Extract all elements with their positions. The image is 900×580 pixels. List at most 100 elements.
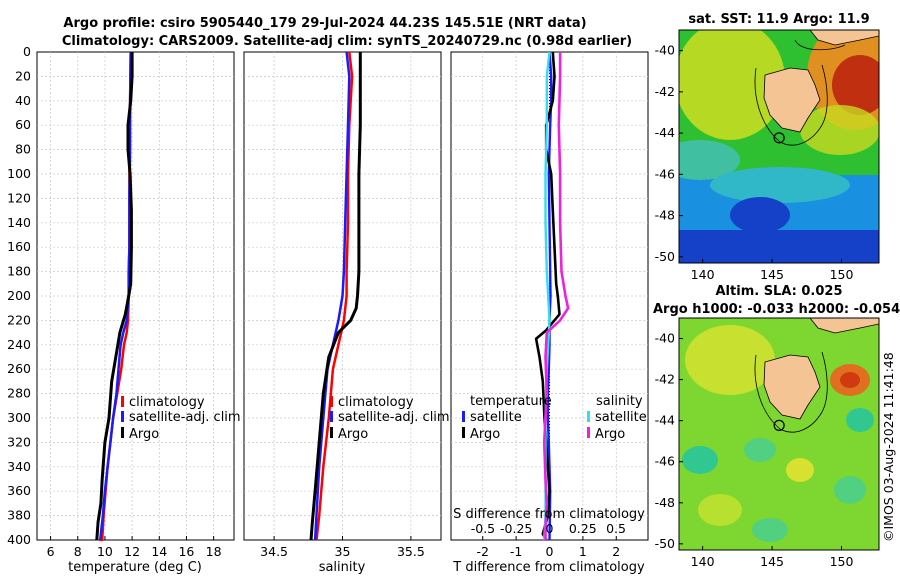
legend-label-satellite: satellite-adj. clim	[338, 410, 450, 425]
x-tick-label: 14	[151, 544, 167, 559]
salinity-tick-labels: 34.5 35 35.5	[260, 544, 425, 559]
legend-title-temperature: temperature	[470, 394, 552, 409]
tasmania-land	[763, 67, 821, 133]
argo-position-marker	[773, 419, 785, 431]
depth-tick-label: 360	[7, 483, 31, 498]
sla-map-frame	[678, 317, 880, 551]
lat-tick-label: -44	[655, 413, 675, 428]
sst-lat-tick-labels: -40 -42 -44 -46 -48 -50	[655, 43, 683, 264]
depth-tick-label: 100	[7, 166, 31, 181]
lon-tick-label: 150	[830, 267, 854, 282]
legend-swatch-satellite	[330, 411, 333, 422]
series-line-argo	[309, 52, 362, 541]
sla-map-panel: Altim. SLA: 0.025 Argo h1000: -0.033 h20…	[653, 284, 900, 569]
x-tick-label: 10	[97, 544, 113, 559]
x-tick-label: 0	[546, 544, 554, 559]
sla-bathymetry-contour	[754, 351, 828, 433]
legend-swatch-climatology	[121, 396, 124, 407]
lat-tick-label: -48	[655, 208, 675, 223]
lat-tick-label: -42	[655, 372, 675, 387]
sst-map-title: sat. SST: 11.9 Argo: 11.9	[688, 12, 869, 27]
sla-map-title-line2: Argo h1000: -0.033 h2000: -0.054	[653, 302, 900, 317]
legend-swatch-s-argo	[587, 427, 590, 438]
depth-tick-label: 240	[7, 337, 31, 352]
depth-tick-label: 140	[7, 215, 31, 230]
sst-map-panel: sat. SST: 11.9 Argo: 11.9 -40-42-44-46-4…	[655, 12, 880, 282]
difference-panel: -2 -1 0 1 2 temperature satellite Argo salin…	[450, 51, 649, 575]
salinity-legend: climatology satellite-adj. clim Argo	[330, 395, 450, 442]
lat-tick-label: -50	[655, 249, 675, 264]
x-tick-label: -1	[510, 544, 522, 559]
difference-legend: temperature satellite Argo salinity sate…	[462, 394, 647, 442]
depth-tick-label: 260	[7, 361, 31, 376]
sla-high-3	[698, 494, 742, 526]
depth-tick-label: 280	[7, 386, 31, 401]
sla-low-5	[752, 518, 788, 542]
lat-tick-label: -42	[655, 84, 675, 99]
sst-map-frame	[678, 29, 880, 264]
sst-yellow-band	[800, 105, 879, 155]
depth-tick-label: 300	[7, 410, 31, 425]
title-line2: Climatology: CARS2009. Satellite-adj cli…	[62, 34, 632, 49]
legend-label-climatology: climatology	[129, 395, 205, 410]
lat-tick-label: -48	[655, 495, 675, 510]
x-tick-label: 35.5	[397, 544, 425, 559]
mainland-land	[809, 318, 879, 334]
sla-low-4	[834, 476, 866, 504]
difference-grid	[451, 52, 648, 540]
depth-tick-label: 20	[15, 68, 31, 83]
title-line1: Argo profile: csiro 5905440_179 29-Jul-2…	[63, 16, 586, 31]
salinity-panel: 34.5 35 35.5 climatology satellite-adj. cl…	[243, 51, 450, 575]
legend-title-salinity: salinity	[596, 394, 643, 409]
temperature-tick-labels: 6 8 10 12 14 16 18	[47, 544, 222, 559]
s-difference-tick-label: 0.25	[569, 521, 597, 536]
sla-lon-tick-labels: 140 145 150	[691, 546, 853, 569]
t-difference-xlabel: T difference from climatology	[452, 560, 645, 575]
series-line-argo	[95, 52, 134, 541]
legend-label-argo: Argo	[338, 427, 368, 442]
depth-tick-label: 340	[7, 459, 31, 474]
legend-swatch-t-satellite	[462, 411, 465, 422]
lat-tick-label: -40	[655, 43, 675, 58]
x-tick-label: 8	[74, 544, 82, 559]
sst-cyan-patch	[679, 140, 740, 180]
sst-bathymetry-strait	[794, 39, 846, 51]
lon-tick-label: 145	[760, 554, 784, 569]
mainland-land	[809, 30, 879, 46]
x-tick-label: 6	[47, 544, 55, 559]
sla-low-1	[846, 408, 874, 432]
legend-swatch-argo	[330, 427, 333, 438]
temperature-panel: 0 20 40 60 80 100 120 140 160 180 200 220 240 260 280 3…	[7, 44, 240, 575]
x-tick-label: 18	[206, 544, 222, 559]
x-tick-label: 2	[612, 544, 620, 559]
sst-lon-tick-labels: 140 145 150	[691, 259, 854, 282]
depth-tick-label: 120	[7, 190, 31, 205]
lon-tick-label: 140	[691, 267, 715, 282]
legend-label-argo: Argo	[129, 427, 159, 442]
lat-tick-label: -44	[655, 125, 675, 140]
legend-label-t-argo: Argo	[470, 427, 500, 442]
s-difference-tick-labels: -0.5 -0.25 0 0.25 0.5	[471, 521, 626, 536]
series-line-climatology	[315, 51, 354, 541]
legend-label-s-satellite: satellite	[595, 410, 647, 425]
legend-swatch-argo	[121, 427, 124, 438]
series-line-satellite-adj-clim	[313, 51, 351, 541]
legend-swatch-s-satellite	[587, 411, 590, 422]
legend-label-t-satellite: satellite	[470, 410, 522, 425]
sla-high-west	[685, 325, 775, 395]
sst-cyan-front	[710, 167, 850, 203]
legend-label-climatology: climatology	[338, 395, 414, 410]
legend-label-s-argo: Argo	[595, 427, 625, 442]
sst-cold-south	[679, 230, 879, 263]
s-difference-tick-label: -0.5	[471, 521, 495, 536]
x-tick-label: 12	[124, 544, 140, 559]
x-tick-label: -2	[476, 544, 488, 559]
x-tick-label: 16	[178, 544, 194, 559]
s-difference-tick-label: -0.25	[500, 521, 532, 536]
lon-tick-label: 145	[760, 267, 784, 282]
legend-swatch-climatology	[330, 396, 333, 407]
temperature-grid	[37, 52, 234, 540]
sla-lat-tick-labels: -40 -42 -44 -46 -48 -50	[655, 331, 683, 551]
depth-tick-label: 80	[15, 142, 31, 157]
